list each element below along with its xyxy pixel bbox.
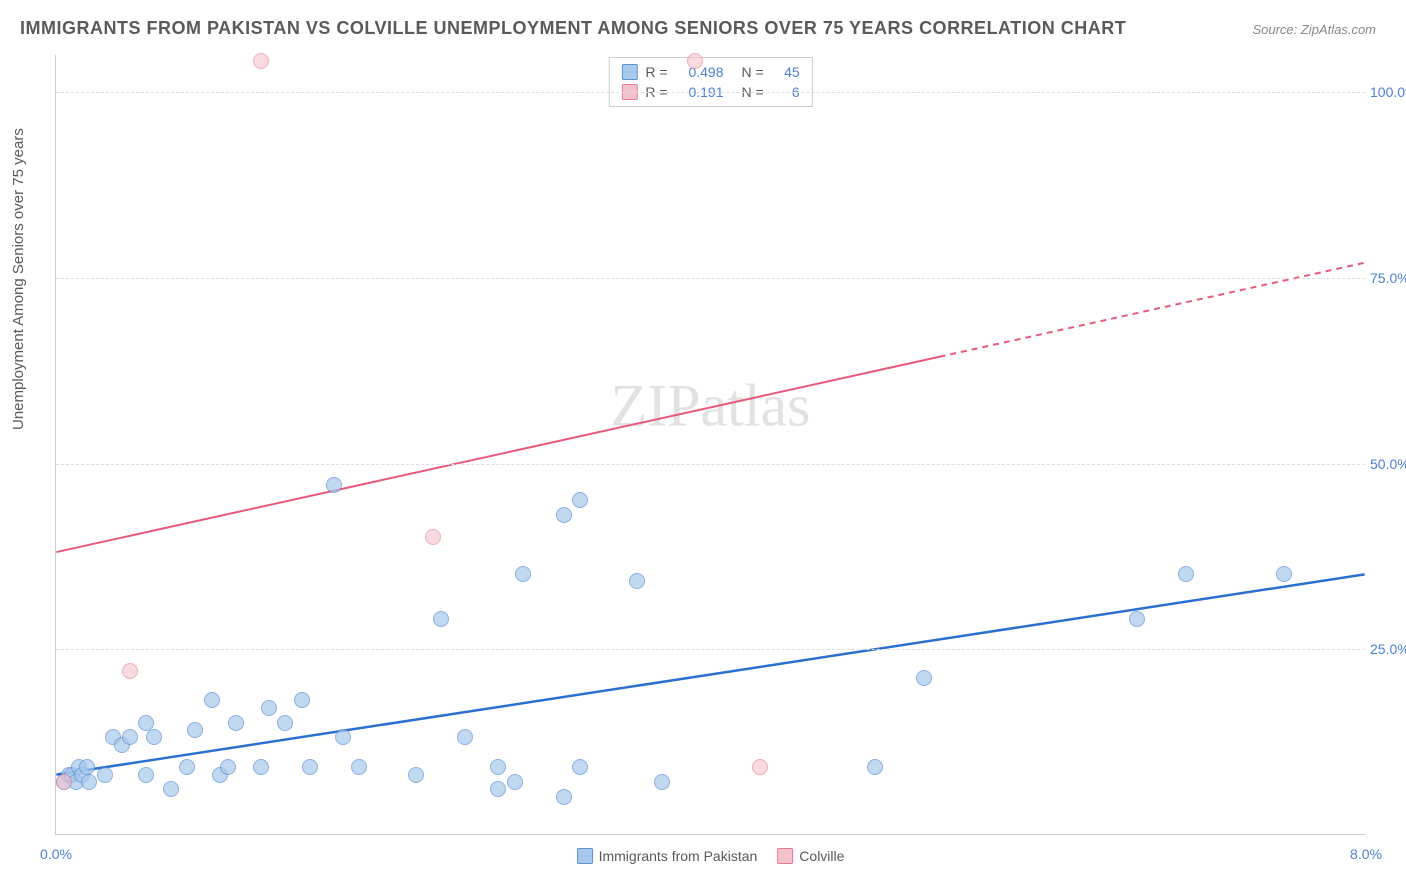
data-point <box>916 670 932 686</box>
data-point <box>515 566 531 582</box>
data-point <box>408 767 424 783</box>
n-label: N = <box>742 64 764 80</box>
y-tick-label: 75.0% <box>1370 270 1406 286</box>
legend-label: Immigrants from Pakistan <box>599 848 758 864</box>
data-point <box>122 729 138 745</box>
gridline <box>56 92 1365 93</box>
data-point <box>572 759 588 775</box>
legend-swatch <box>577 848 593 864</box>
data-point <box>433 611 449 627</box>
data-point <box>507 774 523 790</box>
data-point <box>220 759 236 775</box>
data-point <box>1276 566 1292 582</box>
data-point <box>572 492 588 508</box>
data-point <box>163 781 179 797</box>
legend-swatch <box>621 64 637 80</box>
data-point <box>146 729 162 745</box>
data-point <box>490 781 506 797</box>
data-point <box>277 715 293 731</box>
data-point <box>253 759 269 775</box>
legend-item: Colville <box>777 848 844 864</box>
data-point <box>1129 611 1145 627</box>
legend-swatch <box>777 848 793 864</box>
y-axis-label: Unemployment Among Seniors over 75 years <box>10 128 27 430</box>
y-tick-label: 100.0% <box>1370 84 1406 100</box>
data-point <box>752 759 768 775</box>
data-point <box>79 759 95 775</box>
source-citation: Source: ZipAtlas.com <box>1252 22 1376 37</box>
data-point <box>138 767 154 783</box>
data-point <box>556 789 572 805</box>
watermark-atlas: atlas <box>701 372 811 438</box>
n-value: 45 <box>772 64 800 80</box>
series-legend: Immigrants from Pakistan Colville <box>577 848 845 864</box>
y-tick-label: 50.0% <box>1370 456 1406 472</box>
data-point <box>122 663 138 679</box>
data-point <box>204 692 220 708</box>
data-point <box>179 759 195 775</box>
gridline <box>56 464 1365 465</box>
x-tick-label: 8.0% <box>1350 846 1382 862</box>
data-point <box>490 759 506 775</box>
data-point <box>302 759 318 775</box>
legend-stat-row: R =0.498N =45 <box>621 62 799 82</box>
x-tick-label: 0.0% <box>40 846 72 862</box>
data-point <box>867 759 883 775</box>
data-point <box>253 53 269 69</box>
gridline <box>56 278 1365 279</box>
plot-area: ZIPatlas R =0.498N =45R =0.191N =6 Immig… <box>55 55 1365 835</box>
data-point <box>687 53 703 69</box>
legend-label: Colville <box>799 848 844 864</box>
regression-lines <box>56 55 1365 834</box>
gridline <box>56 649 1365 650</box>
r-label: R = <box>645 64 667 80</box>
legend-item: Immigrants from Pakistan <box>577 848 758 864</box>
data-point <box>457 729 473 745</box>
data-point <box>326 477 342 493</box>
data-point <box>81 774 97 790</box>
data-point <box>556 507 572 523</box>
data-point <box>138 715 154 731</box>
data-point <box>425 529 441 545</box>
y-tick-label: 25.0% <box>1370 641 1406 657</box>
data-point <box>56 774 72 790</box>
data-point <box>228 715 244 731</box>
stats-legend: R =0.498N =45R =0.191N =6 <box>608 57 812 107</box>
watermark-zip: ZIP <box>611 372 701 438</box>
watermark: ZIPatlas <box>611 371 811 440</box>
data-point <box>351 759 367 775</box>
data-point <box>261 700 277 716</box>
data-point <box>97 767 113 783</box>
data-point <box>187 722 203 738</box>
data-point <box>335 729 351 745</box>
data-point <box>629 573 645 589</box>
chart-title: IMMIGRANTS FROM PAKISTAN VS COLVILLE UNE… <box>20 18 1126 39</box>
data-point <box>294 692 310 708</box>
data-point <box>654 774 670 790</box>
data-point <box>1178 566 1194 582</box>
